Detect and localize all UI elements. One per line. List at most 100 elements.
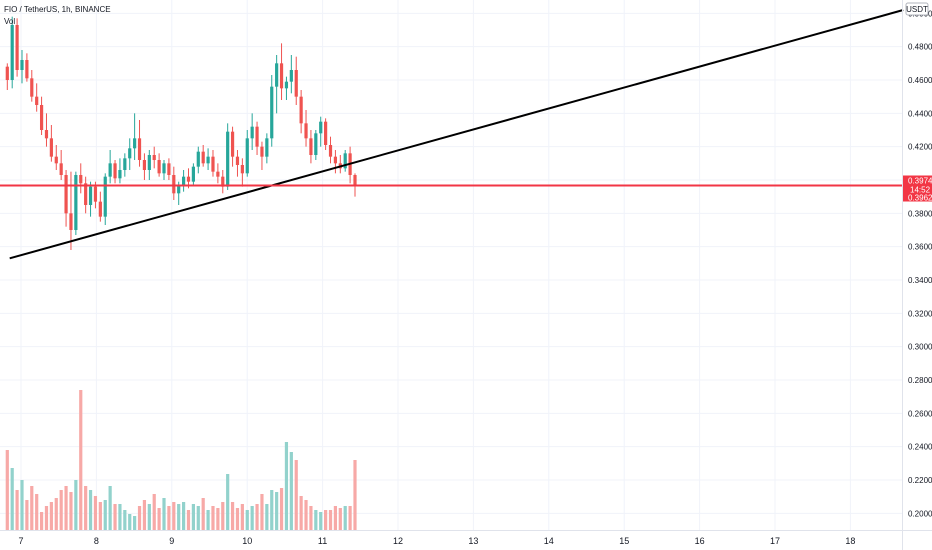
- candle-body: [304, 123, 308, 139]
- volume-bar: [142, 500, 147, 530]
- volume-bar: [299, 496, 303, 530]
- volume-bar: [270, 490, 274, 530]
- candle-body: [69, 213, 73, 230]
- volume-bar: [201, 498, 205, 530]
- volume-bar: [333, 506, 338, 530]
- candle-body: [137, 138, 142, 160]
- y-tick-label: 0.2600: [908, 409, 932, 418]
- y-tick-label: 0.2400: [908, 443, 932, 452]
- volume-bar: [128, 514, 132, 530]
- volume-bar: [177, 504, 181, 530]
- x-tick-label: 16: [695, 536, 705, 546]
- candle-body: [314, 133, 318, 155]
- volume-bar: [226, 474, 230, 530]
- volume-bar: [64, 486, 68, 530]
- y-tick-label: 0.2000: [908, 509, 932, 518]
- y-tick-label: 0.4800: [908, 43, 932, 52]
- volume-bar: [319, 512, 323, 530]
- x-tick-label: 11: [318, 536, 327, 546]
- candle-body: [221, 176, 225, 187]
- candle-body: [128, 148, 132, 159]
- volume-bar: [191, 504, 195, 530]
- volume-bar: [230, 502, 235, 530]
- candle-body: [79, 175, 83, 184]
- volume-bar: [79, 390, 83, 530]
- candle-body: [25, 60, 29, 79]
- volume-bar: [279, 488, 284, 530]
- volume-bar: [152, 494, 156, 530]
- candle-body: [245, 138, 249, 174]
- volume-bar: [353, 460, 357, 530]
- candle-body: [142, 160, 147, 170]
- candle-body: [64, 175, 68, 214]
- volume-bar: [167, 506, 171, 530]
- volume-bar: [343, 506, 347, 530]
- volume-bar: [133, 516, 137, 530]
- volume-bar: [113, 504, 117, 530]
- x-tick-label: 7: [18, 536, 23, 546]
- volume-bar: [74, 480, 78, 530]
- x-tick-label: 10: [242, 536, 252, 546]
- volume-bar: [338, 508, 342, 530]
- volume-bar: [275, 492, 279, 530]
- candle-body: [260, 146, 264, 157]
- candle-body: [324, 121, 328, 145]
- countdown-label: 14:52: [910, 186, 931, 195]
- volume-bar: [255, 504, 259, 530]
- volume-bar: [103, 500, 107, 530]
- candle-body: [113, 163, 117, 179]
- volume-bar: [260, 494, 264, 530]
- volume-bar: [240, 504, 244, 530]
- y-tick-label: 0.4400: [908, 109, 932, 118]
- candle-body: [319, 121, 323, 134]
- candle-body: [152, 155, 156, 160]
- x-tick-label: 17: [770, 536, 780, 546]
- volume-bar: [157, 508, 161, 530]
- volume-bar: [235, 508, 240, 530]
- candle-body: [177, 185, 181, 194]
- volume-indicator-label: Vol: [4, 17, 16, 26]
- y-tick-label: 0.2800: [908, 376, 932, 385]
- x-tick-label: 14: [544, 536, 554, 546]
- volume-bar: [118, 504, 122, 530]
- y-tick-label: 0.2200: [908, 476, 932, 485]
- trendline: [9, 9, 904, 260]
- candle-body: [289, 70, 293, 82]
- candle-body: [328, 145, 333, 157]
- candle-body: [157, 160, 161, 174]
- volume-bar: [84, 486, 88, 530]
- volume-bar: [69, 492, 73, 530]
- volume-bar: [186, 510, 191, 530]
- candle-body: [201, 151, 205, 164]
- candle-body: [30, 78, 34, 97]
- volume-bar: [25, 500, 29, 530]
- x-tick-label: 15: [619, 536, 629, 546]
- currency-label: USDT: [906, 5, 928, 14]
- candle-body: [108, 163, 112, 177]
- candles: [5, 16, 357, 250]
- volume-bar: [284, 442, 289, 530]
- y-tick-label: 0.4600: [908, 76, 932, 85]
- last-price-badge: [903, 175, 932, 202]
- y-tick-label: 0.3800: [908, 209, 932, 218]
- candle-body: [162, 163, 166, 174]
- candle-body: [74, 175, 78, 230]
- candle-body: [186, 176, 191, 182]
- candle-body: [103, 176, 107, 217]
- candle-body: [93, 186, 98, 202]
- line-price-label: 0.3962: [908, 194, 932, 203]
- currency-box: [905, 2, 929, 16]
- volume-bar: [172, 502, 176, 530]
- candle-body: [196, 151, 200, 167]
- volume-bar: [206, 510, 210, 530]
- candle-body: [353, 175, 357, 185]
- candle-body: [240, 165, 244, 174]
- y-tick-label: 0.3000: [908, 343, 932, 352]
- volume-bar: [93, 496, 98, 530]
- volume-bar: [304, 500, 308, 530]
- last-price-label: 0.3974: [908, 177, 932, 186]
- volume-bar: [221, 502, 225, 530]
- y-tick-label: 0.4200: [908, 143, 932, 152]
